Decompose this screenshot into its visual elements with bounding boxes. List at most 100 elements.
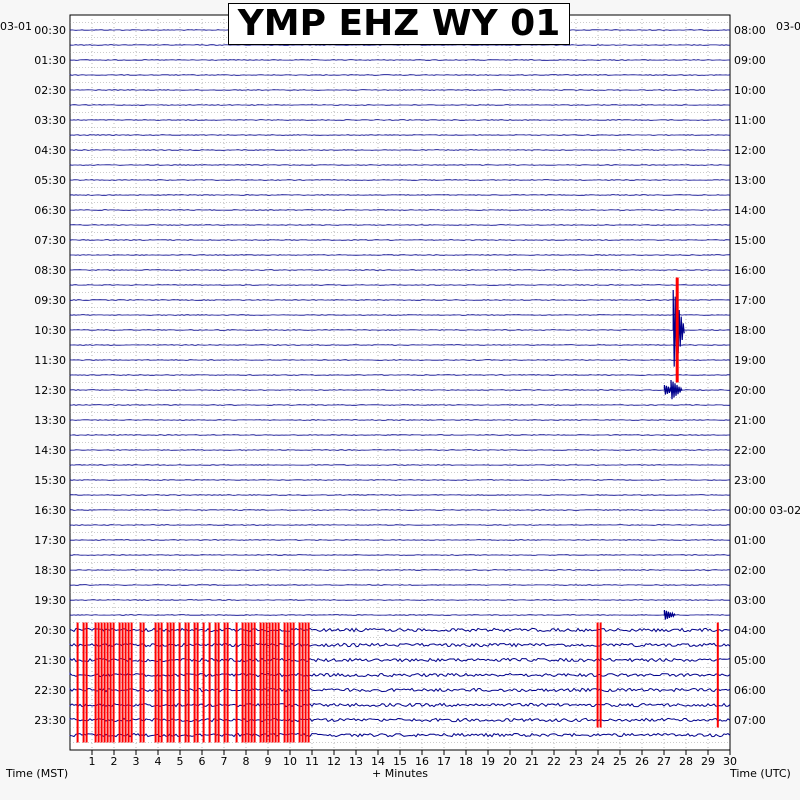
clipped-bar [187, 622, 190, 743]
clipped-bar [172, 622, 175, 743]
x-tick-label: 4 [155, 755, 162, 768]
seismogram-trace [69, 389, 731, 391]
clipped-bar [97, 622, 100, 743]
left-time-label: 13:30 [34, 414, 66, 427]
clipped-bar [193, 622, 196, 743]
clipped-bar [283, 622, 286, 743]
clipped-bar [298, 622, 301, 743]
right-time-label: 10:00 [734, 84, 766, 97]
right-time-label: 15:00 [734, 234, 766, 247]
clipped-bar [118, 622, 121, 743]
x-tick-label: 15 [393, 755, 407, 768]
seismogram-trace [69, 599, 730, 601]
clipped-bar [301, 622, 304, 743]
clipped-bar [274, 622, 277, 743]
clipped-bar [596, 622, 599, 728]
clipped-bar [208, 622, 211, 743]
seismogram-trace [69, 284, 731, 286]
clipped-bar [214, 622, 217, 743]
x-tick-label: 1 [89, 755, 96, 768]
x-tick-label: 25 [613, 755, 627, 768]
x-tick-label: 16 [415, 755, 429, 768]
clipped-bar [599, 622, 602, 728]
seismogram-trace [69, 164, 731, 166]
clipped-bar [292, 622, 295, 743]
x-tick-label: 29 [701, 755, 715, 768]
clipped-bar [250, 622, 253, 743]
clipped-bar [265, 622, 268, 743]
seismogram-trace [69, 329, 731, 331]
seismogram-trace [69, 524, 731, 526]
clipped-bar [85, 622, 88, 743]
x-tick-label: 5 [177, 755, 184, 768]
clipped-event [675, 277, 679, 383]
left-time-label: 05:30 [34, 174, 66, 187]
clipped-bar [259, 622, 262, 743]
x-tick-label: 20 [503, 755, 517, 768]
clipped-bar [82, 622, 85, 743]
seismogram-trace [69, 479, 731, 481]
seismogram-trace [69, 584, 730, 586]
right-time-label: 17:00 [734, 294, 766, 307]
x-tick-label: 7 [221, 755, 228, 768]
x-tick-label: 17 [437, 755, 451, 768]
clipped-bar [184, 622, 187, 743]
left-time-label: 15:30 [34, 474, 66, 487]
seismogram-trace [70, 344, 730, 346]
seismogram-trace [69, 74, 731, 76]
seismogram-trace [69, 374, 731, 376]
x-tick-label: 14 [371, 755, 385, 768]
date-label-right: 03-0 [776, 20, 800, 33]
left-time-label: 03:30 [34, 114, 66, 127]
seismogram-trace [69, 314, 731, 316]
clipped-bar [268, 622, 271, 743]
seismogram-trace [69, 104, 731, 106]
seismogram-trace [69, 732, 731, 738]
clipped-bar [286, 622, 289, 743]
event-wiggle [670, 379, 683, 400]
seismogram-trace [69, 209, 731, 211]
right-time-label: 07:00 [734, 714, 766, 727]
seismogram-trace [69, 149, 731, 151]
x-tick-label: 30 [723, 755, 737, 768]
right-time-label: 01:00 [734, 534, 766, 547]
seismogram-trace [69, 509, 731, 511]
seismogram-trace [70, 254, 730, 256]
x-tick-label: 10 [283, 755, 297, 768]
x-tick-label: 8 [243, 755, 250, 768]
clipped-bar [289, 622, 292, 743]
clipped-bar [94, 622, 97, 743]
clipped-bar [139, 622, 142, 743]
right-time-label: 14:00 [734, 204, 766, 217]
seismogram-trace [69, 59, 730, 61]
right-time-label: 06:00 [734, 684, 766, 697]
clipped-bar [160, 622, 163, 743]
left-time-label: 11:30 [34, 354, 66, 367]
x-tick-label: 11 [305, 755, 319, 768]
seismogram-trace [69, 494, 731, 496]
clipped-bar [247, 622, 250, 743]
clipped-bar [271, 622, 274, 743]
left-time-label: 10:30 [34, 324, 66, 337]
clipped-bar [124, 622, 127, 743]
x-tick-label: 26 [635, 755, 649, 768]
clipped-bar [226, 622, 229, 743]
left-time-label: 17:30 [34, 534, 66, 547]
left-time-label: 07:30 [34, 234, 66, 247]
right-time-label: 19:00 [734, 354, 766, 367]
clipped-bar [262, 622, 265, 743]
x-tick-label: 13 [349, 755, 363, 768]
clipped-bar [716, 622, 719, 728]
right-time-label: 22:00 [734, 444, 766, 457]
seismogram-trace [69, 539, 730, 541]
seismogram-trace [69, 642, 731, 648]
clipped-bar [157, 622, 160, 743]
clipped-bar [106, 622, 109, 743]
clipped-bar [178, 622, 181, 743]
clipped-bar [244, 622, 247, 743]
seismogram-trace [69, 134, 731, 136]
seismogram-trace [69, 299, 731, 301]
x-tick-label: 23 [569, 755, 583, 768]
clipped-bar [109, 622, 112, 743]
